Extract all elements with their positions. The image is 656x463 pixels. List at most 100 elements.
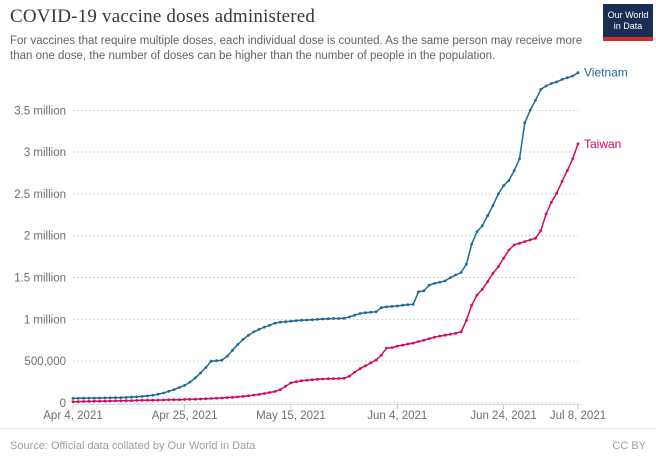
data-point-vietnam[interactable] xyxy=(480,224,484,228)
data-point-vietnam[interactable] xyxy=(140,395,144,398)
series-end-label-vietnam[interactable]: Vietnam xyxy=(584,66,628,80)
data-point-taiwan[interactable] xyxy=(427,337,431,340)
data-point-vietnam[interactable] xyxy=(438,280,442,284)
data-point-taiwan[interactable] xyxy=(119,399,123,403)
data-point-vietnam[interactable] xyxy=(512,169,516,172)
data-point-taiwan[interactable] xyxy=(103,399,107,403)
data-point-vietnam[interactable] xyxy=(82,396,85,400)
data-point-vietnam[interactable] xyxy=(395,304,399,308)
data-point-taiwan[interactable] xyxy=(268,391,272,394)
data-point-vietnam[interactable] xyxy=(332,317,335,320)
data-point-vietnam[interactable] xyxy=(566,76,569,80)
data-point-taiwan[interactable] xyxy=(491,272,495,275)
data-point-taiwan[interactable] xyxy=(390,346,394,349)
data-point-vietnam[interactable] xyxy=(550,82,553,85)
data-point-vietnam[interactable] xyxy=(103,396,107,400)
data-point-vietnam[interactable] xyxy=(252,330,256,334)
data-point-vietnam[interactable] xyxy=(268,323,272,327)
data-point-taiwan[interactable] xyxy=(114,399,117,403)
data-point-vietnam[interactable] xyxy=(486,214,489,218)
data-point-vietnam[interactable] xyxy=(491,204,495,208)
data-point-taiwan[interactable] xyxy=(417,340,420,343)
data-point-taiwan[interactable] xyxy=(199,397,203,401)
data-point-taiwan[interactable] xyxy=(193,397,197,401)
data-point-vietnam[interactable] xyxy=(124,396,128,399)
data-point-taiwan[interactable] xyxy=(257,393,261,396)
data-point-taiwan[interactable] xyxy=(183,398,187,401)
data-point-vietnam[interactable] xyxy=(358,312,362,315)
data-point-taiwan[interactable] xyxy=(353,370,357,374)
data-point-taiwan[interactable] xyxy=(263,392,266,395)
data-point-vietnam[interactable] xyxy=(454,273,458,277)
data-point-vietnam[interactable] xyxy=(162,391,165,395)
data-point-vietnam[interactable] xyxy=(263,325,266,329)
data-point-taiwan[interactable] xyxy=(215,396,218,400)
data-point-vietnam[interactable] xyxy=(310,318,314,322)
data-point-vietnam[interactable] xyxy=(247,333,250,337)
data-point-vietnam[interactable] xyxy=(417,290,420,294)
data-point-taiwan[interactable] xyxy=(358,367,362,371)
data-point-taiwan[interactable] xyxy=(480,287,484,291)
license-link[interactable]: CC BY xyxy=(612,440,646,452)
data-point-vietnam[interactable] xyxy=(278,320,282,324)
data-point-vietnam[interactable] xyxy=(273,321,277,325)
data-point-taiwan[interactable] xyxy=(162,398,165,402)
data-point-taiwan[interactable] xyxy=(124,399,128,403)
data-point-taiwan[interactable] xyxy=(571,157,575,161)
data-point-vietnam[interactable] xyxy=(422,289,426,293)
data-point-vietnam[interactable] xyxy=(470,242,474,246)
data-point-vietnam[interactable] xyxy=(241,338,245,341)
data-point-taiwan[interactable] xyxy=(518,241,521,245)
data-point-taiwan[interactable] xyxy=(321,377,325,381)
data-point-vietnam[interactable] xyxy=(443,279,447,283)
data-point-taiwan[interactable] xyxy=(326,377,330,381)
data-point-taiwan[interactable] xyxy=(342,376,346,380)
data-point-vietnam[interactable] xyxy=(465,262,468,266)
data-point-vietnam[interactable] xyxy=(167,389,171,393)
data-point-taiwan[interactable] xyxy=(71,400,75,404)
data-point-vietnam[interactable] xyxy=(236,343,240,346)
data-point-vietnam[interactable] xyxy=(289,319,293,323)
data-point-taiwan[interactable] xyxy=(534,236,537,240)
data-point-vietnam[interactable] xyxy=(231,348,234,352)
data-point-taiwan[interactable] xyxy=(177,398,181,402)
data-point-vietnam[interactable] xyxy=(449,276,452,279)
data-point-taiwan[interactable] xyxy=(576,142,580,146)
data-point-taiwan[interactable] xyxy=(433,335,436,339)
data-point-vietnam[interactable] xyxy=(294,319,298,322)
data-point-vietnam[interactable] xyxy=(433,282,436,285)
data-point-taiwan[interactable] xyxy=(496,265,500,269)
data-point-vietnam[interactable] xyxy=(518,157,521,161)
data-point-taiwan[interactable] xyxy=(395,344,399,348)
data-point-taiwan[interactable] xyxy=(76,400,80,403)
data-point-taiwan[interactable] xyxy=(411,341,415,345)
data-point-taiwan[interactable] xyxy=(209,397,213,400)
data-point-taiwan[interactable] xyxy=(98,399,101,403)
data-point-vietnam[interactable] xyxy=(502,184,505,188)
data-point-vietnam[interactable] xyxy=(146,394,149,398)
data-point-vietnam[interactable] xyxy=(119,396,123,399)
data-point-taiwan[interactable] xyxy=(220,396,224,400)
data-point-vietnam[interactable] xyxy=(114,396,117,400)
data-point-vietnam[interactable] xyxy=(98,396,101,400)
data-point-taiwan[interactable] xyxy=(241,395,245,398)
data-point-vietnam[interactable] xyxy=(496,192,500,196)
data-point-taiwan[interactable] xyxy=(379,353,383,357)
data-point-taiwan[interactable] xyxy=(204,397,208,401)
data-point-taiwan[interactable] xyxy=(459,330,463,334)
data-point-taiwan[interactable] xyxy=(310,378,314,382)
data-point-vietnam[interactable] xyxy=(544,84,548,88)
data-point-taiwan[interactable] xyxy=(364,364,367,368)
data-point-vietnam[interactable] xyxy=(156,392,160,396)
data-point-taiwan[interactable] xyxy=(374,358,378,362)
series-points-vietnam[interactable] xyxy=(71,71,580,400)
data-point-vietnam[interactable] xyxy=(172,388,176,391)
data-point-taiwan[interactable] xyxy=(305,378,309,382)
data-point-vietnam[interactable] xyxy=(353,313,357,317)
data-point-taiwan[interactable] xyxy=(348,374,351,378)
data-point-taiwan[interactable] xyxy=(566,169,569,172)
data-point-vietnam[interactable] xyxy=(528,108,532,112)
data-point-vietnam[interactable] xyxy=(390,305,394,308)
data-point-taiwan[interactable] xyxy=(443,333,447,337)
